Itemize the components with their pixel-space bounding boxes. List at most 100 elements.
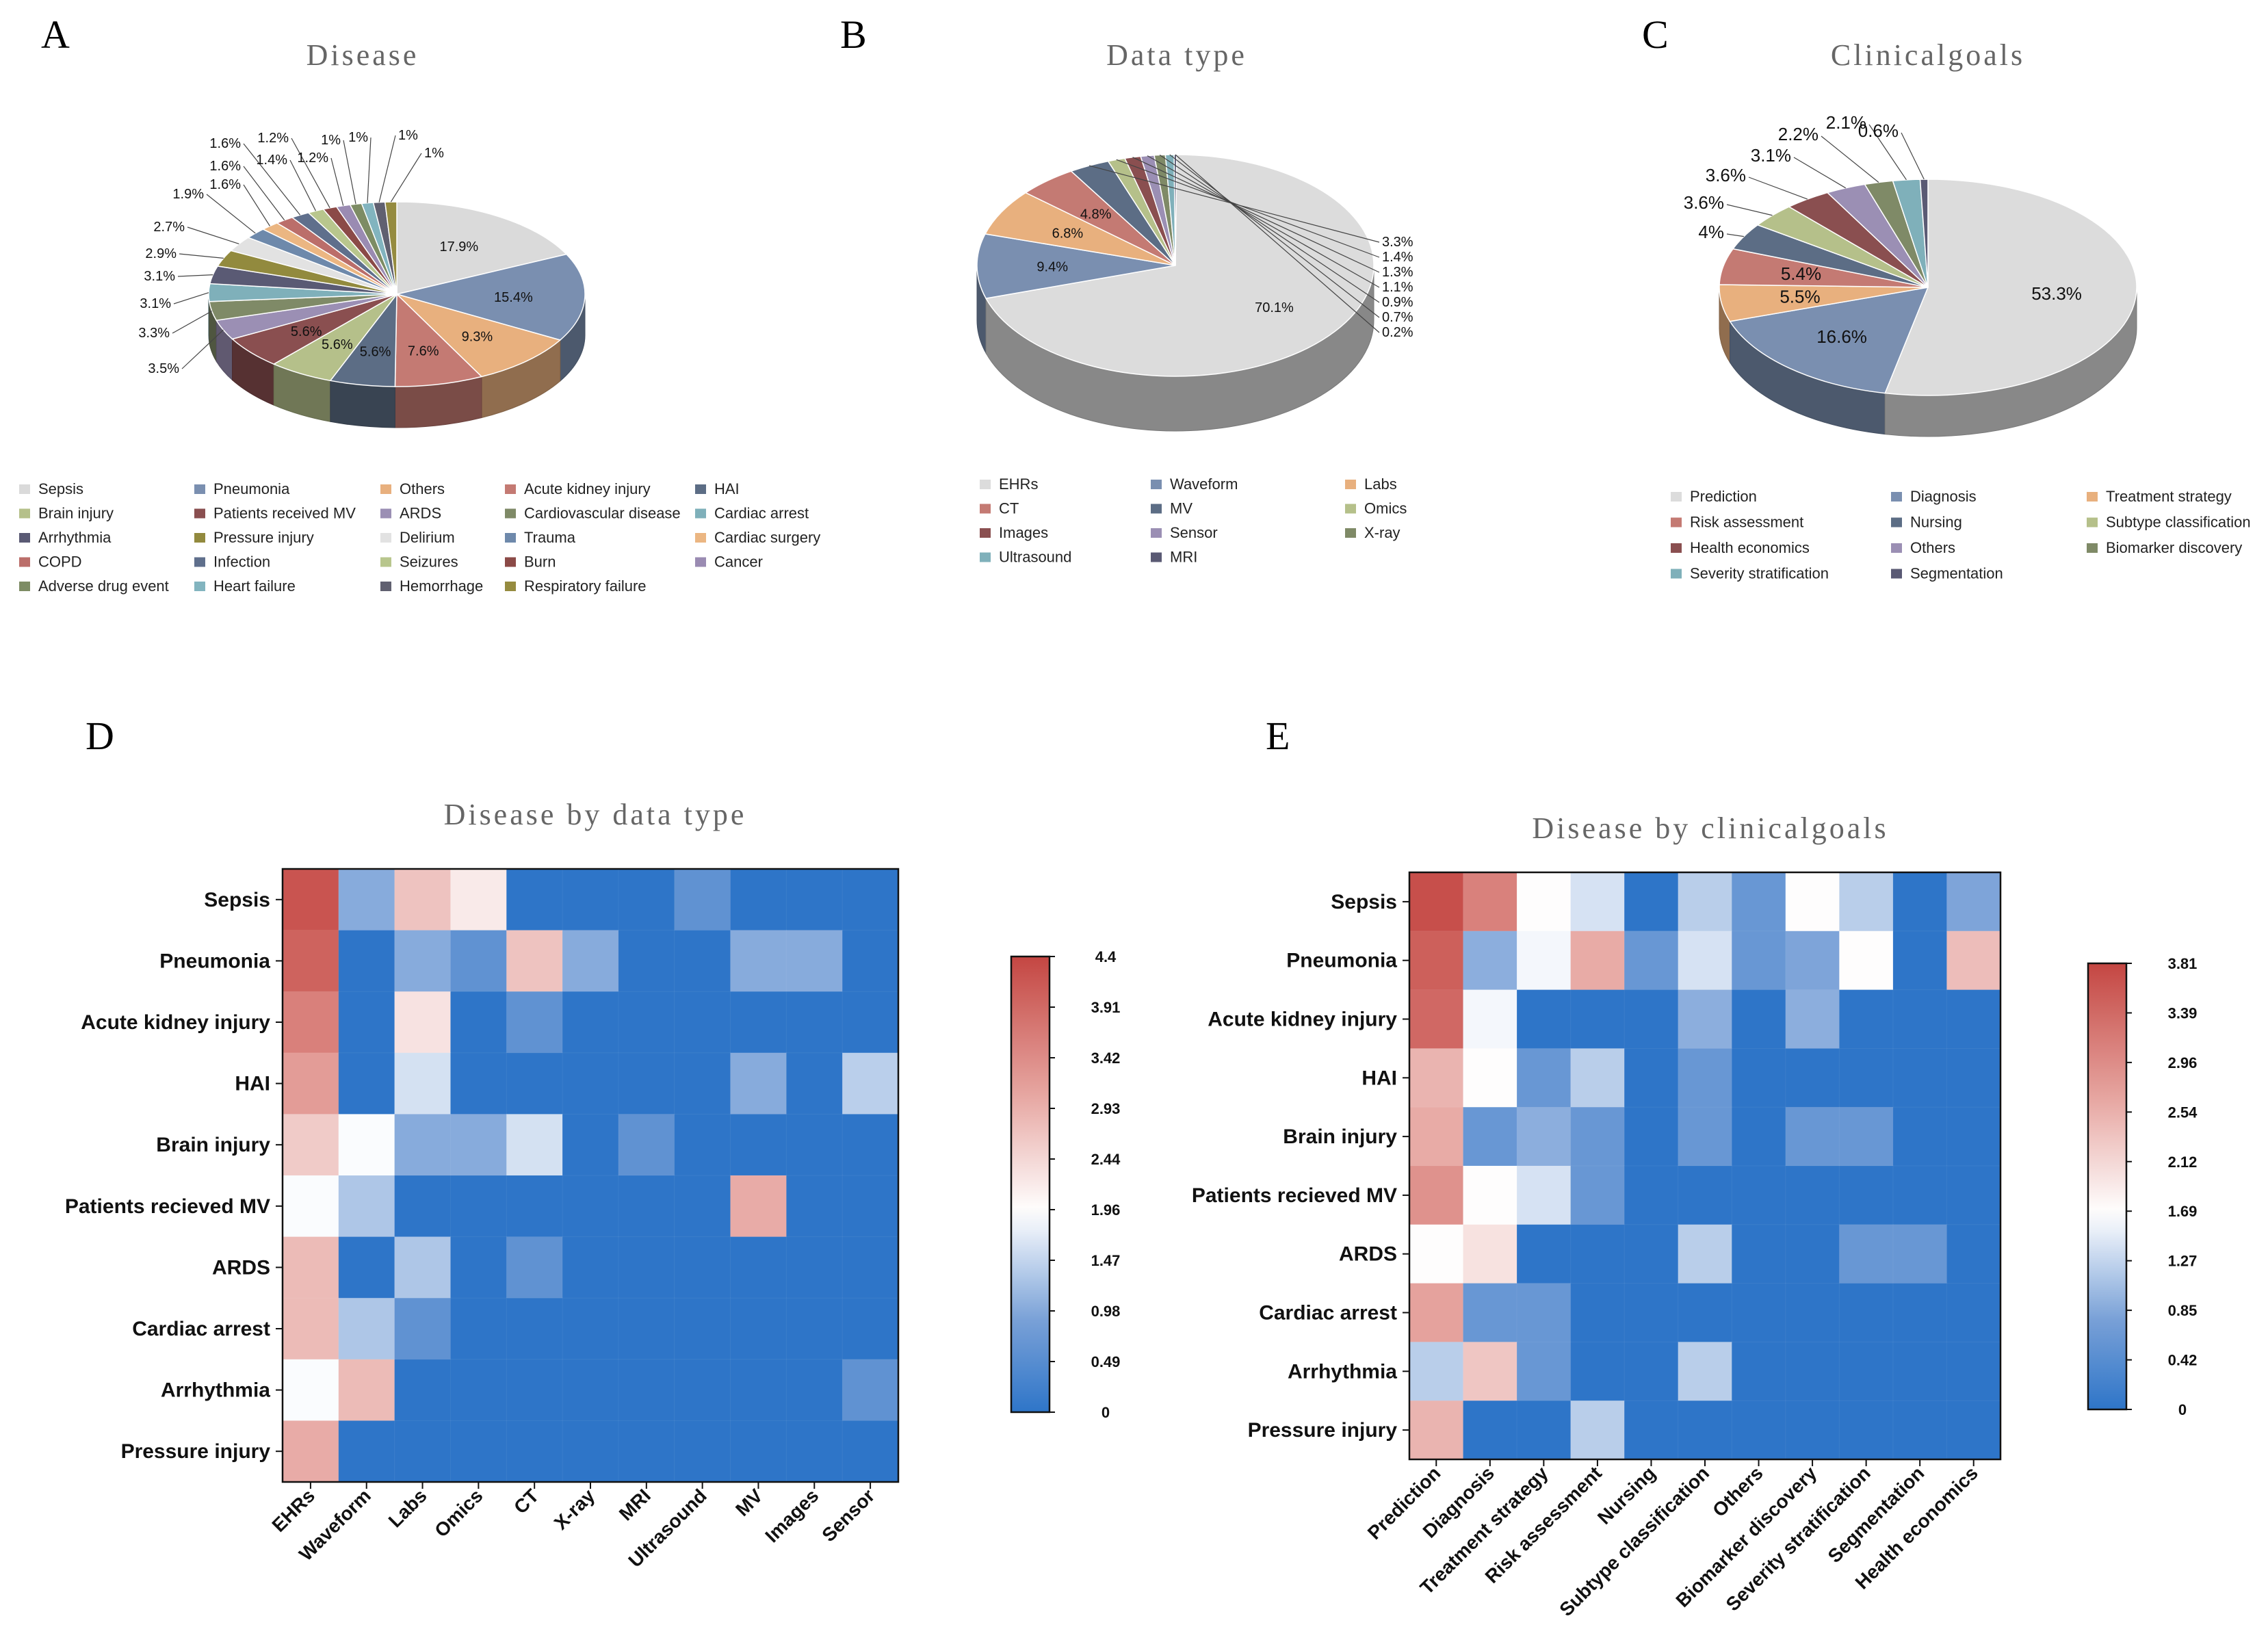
heatmap-cell-patients-recieved-mv-labs (394, 1175, 452, 1238)
legend-swatch-delirium (380, 533, 391, 543)
heatmap-cell-brain-injury-mri (618, 1113, 675, 1177)
heatmap-cell-hai-others (1731, 1047, 1786, 1108)
pie-label-brain-injury: 5.6% (322, 337, 353, 352)
legend-swatch-acute-kidney-injury (505, 484, 516, 494)
colorbar-label-3-81: 3.81 (2168, 955, 2198, 972)
pie-slice-acute-kidney-injury (394, 293, 483, 387)
heatmap-cell-patients-recieved-mv-ct (506, 1175, 564, 1238)
heatmap-cell-pressure-injury-risk-assessment (1570, 1400, 1626, 1460)
panel-label-c: C (1642, 12, 1669, 57)
heatmap-cell-arrhythmia-others (1731, 1341, 1786, 1402)
pie-slice-labs (984, 192, 1176, 266)
pie-leader-hemorrhage (378, 135, 396, 203)
pie-leader-nursing (1726, 233, 1744, 237)
heatmap-cell-acute-kidney-injury-nursing (1624, 989, 1679, 1050)
pie-label-delirium: 2.7% (153, 220, 185, 235)
row-label-arrhythmia: Arrhythmia (161, 1379, 270, 1402)
legend-swatch-trauma (505, 533, 516, 543)
row-label-pressure-injury: Pressure injury (1248, 1419, 1398, 1442)
heatmap-cell-patients-recieved-mv-subtype-classification (1678, 1165, 1733, 1225)
heatmap-cell-sepsis-labs (394, 868, 452, 931)
heatmap-cell-patients-recieved-mv-images (785, 1175, 844, 1238)
pie-leader-arrhythmia (177, 274, 213, 277)
heatmap-cell-ards-treatment-strategy (1516, 1224, 1572, 1284)
pie-leader-respiratory-failure (390, 153, 422, 203)
pie-leader-ultrasound (1169, 154, 1380, 318)
heatmap-cell-ards-waveform (338, 1236, 395, 1299)
heatmap-cell-acute-kidney-injury-segmentation (1892, 989, 1948, 1050)
heatmap-cell-ards-risk-assessment (1570, 1224, 1626, 1284)
heatmap-cell-pressure-injury-biomarker-discovery (1785, 1400, 1840, 1460)
colorbar-label-3-91: 3.91 (1091, 999, 1121, 1016)
legend-swatch-adverse-drug-event (19, 582, 30, 591)
pie-label-treatment-strategy: 5.5% (1780, 286, 1820, 307)
legend-data-type: EHRs Waveform Labs CT MV Omics Images Sensor X-r… (980, 476, 1407, 566)
heatmap-cell-acute-kidney-injury-images (785, 991, 844, 1054)
heatmap-cell-acute-kidney-injury-subtype-classification (1678, 989, 1733, 1050)
pie-label-patients-received-mv: 5.6% (291, 324, 322, 339)
heatmap-cell-acute-kidney-injury-ct (506, 991, 564, 1054)
heatmap-cell-cardiac-arrest-sensor (842, 1297, 899, 1360)
heatmap-cell-acute-kidney-injury-biomarker-discovery (1785, 989, 1840, 1050)
heatmap-cell-acute-kidney-injury-x-ray (562, 991, 619, 1054)
heatmap-cell-arrhythmia-images (785, 1359, 844, 1422)
col-label-labs: Labs (384, 1485, 431, 1531)
heatmap-cell-acute-kidney-injury-risk-assessment (1570, 989, 1626, 1050)
legend-item-biomarker-discovery: Biomarker discovery (2106, 539, 2242, 556)
legend-item-sepsis: Sepsis (38, 480, 83, 497)
heatmap-cell-patients-recieved-mv-ehrs (282, 1175, 339, 1238)
heatmap-cell-pneumonia-prediction (1409, 930, 1464, 991)
heatmap-cell-hai-omics (449, 1052, 508, 1115)
colorbar-label-0: 0 (1102, 1404, 1110, 1421)
heatmap-cell-patients-recieved-mv-risk-assessment (1570, 1165, 1626, 1225)
heatmap-cell-arrhythmia-subtype-classification (1678, 1341, 1733, 1402)
heatmap-cell-arrhythmia-biomarker-discovery (1785, 1341, 1840, 1402)
legend-item-x-ray: X-ray (1364, 524, 1400, 541)
heatmap-cell-pressure-injury-severity-stratification (1838, 1400, 1894, 1460)
heatmap-cell-ards-diagnosis (1463, 1224, 1518, 1284)
heatmap-cell-arrhythmia-treatment-strategy (1516, 1341, 1572, 1402)
heatmap-cell-sepsis-severity-stratification (1838, 872, 1894, 932)
heatmap-cell-patients-recieved-mv-severity-stratification (1838, 1165, 1894, 1225)
pie-leader-trauma (206, 194, 256, 234)
legend-swatch-x-ray (1345, 528, 1356, 538)
legend-item-diagnosis: Diagnosis (1910, 488, 1977, 505)
legend-swatch-respiratory-failure (505, 582, 516, 591)
heatmap-cell-acute-kidney-injury-health-economics (1946, 989, 2002, 1050)
pie-label-omics: 1.4% (1382, 250, 1413, 265)
pie-label-others: 9.3% (462, 330, 493, 345)
row-label-arrhythmia: Arrhythmia (1288, 1360, 1397, 1383)
heatmap-cell-brain-injury-treatment-strategy (1516, 1106, 1572, 1167)
pie-slice-ehrs (985, 154, 1374, 377)
pie-leader-segmentation (1901, 132, 1925, 180)
pie-label-cardiac-arrest: 3.1% (140, 296, 171, 311)
heatmap-cell-ards-nursing (1624, 1224, 1679, 1284)
heatmap-cell-pneumonia-ehrs (282, 930, 339, 993)
heatmap-cell-ards-ultrasound (674, 1236, 731, 1299)
heatmap-cell-acute-kidney-injury-mv (730, 991, 787, 1054)
heatmap-cell-pressure-injury-health-economics (1946, 1400, 2002, 1460)
pie-label-ultrasound: 0.7% (1382, 310, 1413, 325)
legend-swatch-ehrs (980, 480, 991, 489)
heatmap-cell-acute-kidney-injury-ultrasound (674, 991, 731, 1054)
heatmap-cell-hai-prediction (1409, 1047, 1464, 1108)
heatmap-cell-arrhythmia-diagnosis (1463, 1341, 1518, 1402)
legend-item-cardiac-surgery: Cardiac surgery (714, 529, 820, 546)
heatmap-cell-brain-injury-biomarker-discovery (1785, 1106, 1840, 1167)
legend-item-arrhythmia: Arrhythmia (38, 529, 112, 546)
legend-disease: Sepsis Pneumonia Others Acute kidney injury… (19, 480, 820, 595)
pie-label-adverse-drug-event: 1% (321, 133, 341, 148)
heatmap-cell-pneumonia-x-ray (562, 930, 619, 993)
pie-label-others: 3.1% (1751, 145, 1791, 166)
pie-label-ehrs: 70.1% (1255, 300, 1294, 315)
row-label-hai: HAI (235, 1073, 270, 1095)
heatmap-cell-sepsis-images (785, 868, 844, 931)
colorbar-label-0-49: 0.49 (1091, 1353, 1121, 1370)
heatmap-cell-cardiac-arrest-health-economics (1946, 1283, 2002, 1343)
row-label-ards: ARDS (1339, 1243, 1397, 1266)
heatmap-cell-cardiac-arrest-mri (618, 1297, 675, 1360)
heatmap-cell-sepsis-diagnosis (1463, 872, 1518, 932)
heatmap-cell-arrhythmia-risk-assessment (1570, 1341, 1626, 1402)
heatmap-cell-cardiac-arrest-diagnosis (1463, 1283, 1518, 1343)
heatmap-cell-arrhythmia-x-ray (562, 1359, 619, 1422)
